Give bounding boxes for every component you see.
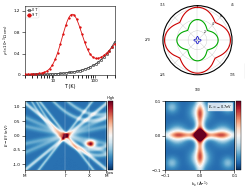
Text: High: High: [107, 96, 115, 100]
Y-axis label: $E-E_F$ (eV): $E-E_F$ (eV): [3, 124, 11, 147]
Legend: 0 T, 9 T: 0 T, 9 T: [26, 7, 39, 18]
Text: Low: Low: [107, 171, 114, 175]
Y-axis label: $\rho\,(\times10^{-3}\,\Omega\,\mathrm{cm})$: $\rho\,(\times10^{-3}\,\Omega\,\mathrm{c…: [2, 25, 12, 55]
Text: $E_F=-0.7$eV: $E_F=-0.7$eV: [208, 103, 232, 111]
X-axis label: T (K): T (K): [64, 84, 75, 89]
X-axis label: $k_x$ (Å$^{-1}$): $k_x$ (Å$^{-1}$): [191, 180, 209, 189]
